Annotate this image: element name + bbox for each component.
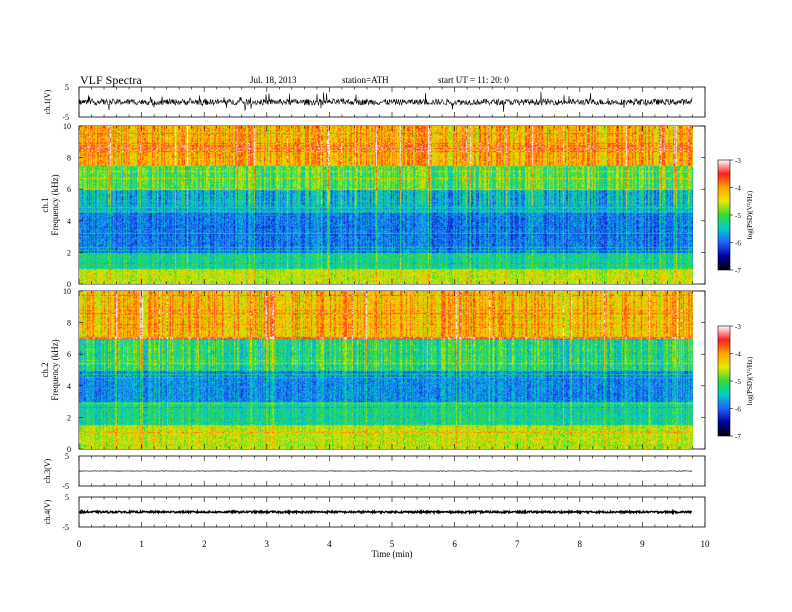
ch2-spectrogram-ylabel: Frequency (kHz) <box>50 339 60 400</box>
ch4-waveform-ytick-top: 5 <box>65 493 69 502</box>
ch4-waveform-ylabel: ch.4(V) <box>43 499 52 524</box>
time-axis-tick-label: 0 <box>77 539 82 549</box>
time-axis-tick-label: 5 <box>390 539 395 549</box>
start-time-label: start UT = 11: 20: 0 <box>438 75 509 85</box>
time-axis-tick-label: 10 <box>701 539 711 549</box>
ch4-waveform-panel: 5 -5 ch.4(V) <box>43 493 706 532</box>
time-axis-tick-label: 2 <box>202 539 207 549</box>
date-label: Jul. 18, 2013 <box>250 75 297 85</box>
ch1-spectrogram-ytick-label: 2 <box>67 248 71 257</box>
ch1-spectrogram-title: ch.1 <box>40 197 50 212</box>
ch2-spectrogram-ytick-label: 6 <box>67 350 71 359</box>
ch1-spectrogram-ytick-label: 10 <box>63 122 71 131</box>
ch2-colorbar-label: log(PSD)(V²/Hz) <box>746 356 754 405</box>
ch2-spectrogram-panel: 0 2 4 6 8 10 ch.2 Frequency (kHz) <box>40 287 706 454</box>
ch1-spectrogram-ytick-label: 0 <box>67 280 71 289</box>
ch3-waveform-ylabel: ch.3(V) <box>43 458 52 483</box>
ch2-colorbar-tick-label: -5 <box>735 378 741 386</box>
ch4-waveform-trace <box>78 508 693 516</box>
ch1-waveform-trace <box>78 91 693 112</box>
ch1-spectrogram-yticks: 0 2 4 6 8 10 <box>63 122 705 289</box>
time-axis-tick-label: 4 <box>327 539 332 549</box>
figure-title: VLF Spectra <box>80 73 142 87</box>
time-axis-tick-label: 1 <box>139 539 144 549</box>
ch1-spectrogram-image <box>79 126 693 284</box>
ch1-colorbar-tick-label: -7 <box>735 267 741 275</box>
ch2-spectrogram-title: ch.2 <box>40 362 50 377</box>
time-axis-tick-label: 8 <box>578 539 583 549</box>
ch2-colorbar-ticks: -3 -4 -5 -6 -7 <box>730 323 741 441</box>
ch1-waveform-ylabel: ch.1(V) <box>43 89 52 114</box>
ch1-colorbar-bar <box>717 159 731 271</box>
ch1-colorbar-ticks: -3 -4 -5 -6 -7 <box>730 157 741 275</box>
ch2-spectrogram-image <box>79 291 693 449</box>
time-axis: 0 1 2 3 4 5 6 7 8 9 10 <box>77 87 710 549</box>
ch1-colorbar-label: log(PSD)(V²/Hz) <box>746 190 754 239</box>
ch1-spectrogram-ytick-label: 4 <box>67 217 71 226</box>
ch1-waveform-ytick-top: 5 <box>65 83 69 92</box>
ch1-waveform-ytick-bottom: -5 <box>62 113 69 122</box>
ch2-spectrogram-ytick-label: 0 <box>67 445 71 454</box>
ch4-waveform-ytick-bottom: -5 <box>62 523 69 532</box>
time-axis-label: Time (min) <box>372 549 413 559</box>
ch1-spectrogram-panel: 0 2 4 6 8 10 ch.1 Frequency (kHz) <box>40 122 706 289</box>
ch1-colorbar: -3 -4 -5 -6 -7 log(PSD)(V²/Hz) <box>717 157 754 275</box>
station-label: station=ATH <box>342 75 389 85</box>
time-axis-tick-label: 9 <box>640 539 645 549</box>
ch3-waveform-panel: 5 -5 ch.3(V) <box>43 452 706 491</box>
ch2-colorbar-tick-label: -6 <box>735 406 741 414</box>
ch1-colorbar-tick-label: -3 <box>735 157 741 165</box>
ch2-spectrogram-ytick-label: 10 <box>63 287 71 296</box>
ch2-spectrogram-yticks: 0 2 4 6 8 10 <box>63 287 705 454</box>
ch2-spectrogram-ytick-label: 8 <box>67 319 71 328</box>
ch2-colorbar-tick-label: -3 <box>735 323 741 331</box>
ch2-colorbar-bar <box>717 325 731 437</box>
ch2-spectrogram-ytick-label: 4 <box>67 382 71 391</box>
ch3-waveform-ytick-bottom: -5 <box>62 482 69 491</box>
ch3-waveform-trace <box>79 470 693 472</box>
ch1-waveform-panel: 5 -5 ch.1(V) <box>43 83 706 122</box>
ch1-colorbar-tick-label: -5 <box>735 212 741 220</box>
ch3-waveform-ytick-top: 5 <box>65 452 69 461</box>
ch1-colorbar-tick-label: -4 <box>735 185 741 193</box>
ch2-spectrogram-ytick-label: 2 <box>67 413 71 422</box>
ch1-spectrogram-ytick-label: 8 <box>67 154 71 163</box>
ch1-spectrogram-ylabel: Frequency (kHz) <box>50 174 60 235</box>
ch1-spectrogram-ytick-label: 6 <box>67 185 71 194</box>
ch2-colorbar-tick-label: -7 <box>735 433 741 441</box>
time-axis-tick-label: 6 <box>452 539 457 549</box>
time-axis-tick-label: 3 <box>265 539 270 549</box>
ch2-colorbar-tick-label: -4 <box>735 351 741 359</box>
time-axis-tick-label: 7 <box>515 539 520 549</box>
ch2-colorbar: -3 -4 -5 -6 -7 log(PSD)(V²/Hz) <box>717 323 754 441</box>
ch1-colorbar-tick-label: -6 <box>735 240 741 248</box>
